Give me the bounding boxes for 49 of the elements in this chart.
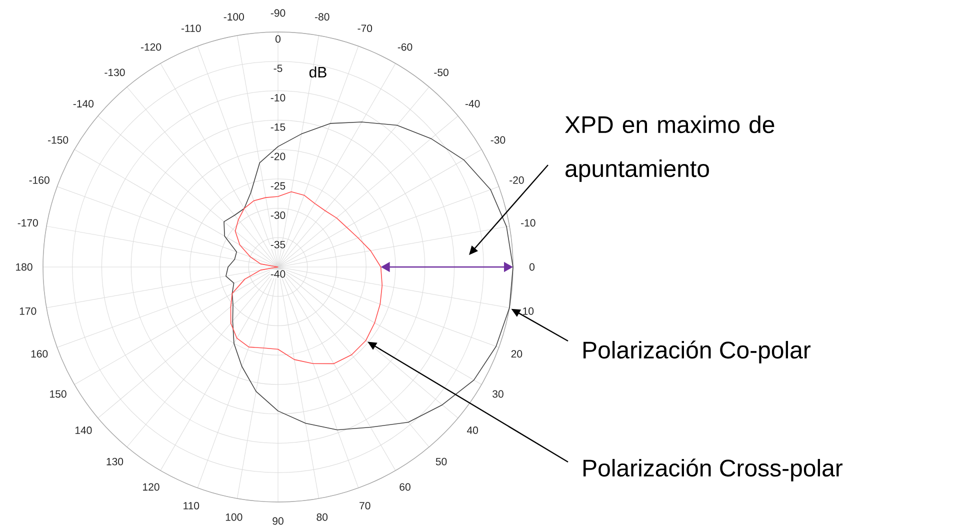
spoke-label: 170 <box>20 307 36 315</box>
spoke-label: -60 <box>398 43 412 51</box>
spoke-label: -40 <box>465 100 480 108</box>
spoke-label: -10 <box>521 219 536 227</box>
spoke-label: -160 <box>29 176 50 184</box>
text: Polarización Cross-polar <box>584 458 842 482</box>
spoke-label: 60 <box>400 483 410 491</box>
y-tick-label: -35 <box>270 240 286 248</box>
spoke-label: -170 <box>18 219 38 227</box>
spoke-label: 50 <box>436 458 447 466</box>
spoke-label: -50 <box>434 68 448 76</box>
y-tick-label: -15 <box>270 123 286 131</box>
y-tick-label: -5 <box>274 64 282 72</box>
y-tick-label: -20 <box>270 152 286 160</box>
spoke-label: 80 <box>316 513 328 521</box>
spoke-label: -130 <box>104 68 125 76</box>
spoke-label: 160 <box>31 350 48 358</box>
text: dB <box>309 66 326 78</box>
spoke-label: 180 <box>16 263 32 271</box>
y-tick-label: -30 <box>270 212 286 219</box>
spoke-label: 70 <box>360 502 370 510</box>
text: Polarización Co-polar <box>584 340 811 364</box>
spoke-label: 20 <box>511 350 522 358</box>
spoke-label: -80 <box>315 13 330 21</box>
spoke-label: -90 <box>270 9 286 17</box>
spoke-label: 90 <box>272 517 284 525</box>
y-tick-label: -25 <box>270 182 286 190</box>
spoke-label: -100 <box>224 13 244 21</box>
spoke-label: -150 <box>48 136 68 144</box>
y-tick-label: -40 <box>270 270 286 278</box>
y-tick-label: 0 <box>275 35 281 43</box>
spoke-label: 120 <box>143 483 160 491</box>
text: XPD en maximo de apuntamiento <box>565 116 774 182</box>
spoke-label: -20 <box>510 176 524 184</box>
spoke-label: 100 <box>226 513 242 521</box>
spoke-label: -140 <box>73 100 94 108</box>
spoke-label: -110 <box>181 24 201 32</box>
spoke-label: 40 <box>466 426 478 434</box>
spoke-label: -120 <box>140 43 162 51</box>
spoke-label: 30 <box>492 390 504 398</box>
spoke-label: 110 <box>184 502 200 510</box>
spoke-label: 10 <box>523 307 534 315</box>
spoke-label: -30 <box>490 136 506 144</box>
spoke-label: 140 <box>75 426 92 434</box>
y-tick-label: -10 <box>270 94 286 102</box>
spoke-label: 130 <box>106 458 124 466</box>
spoke-label: 150 <box>50 390 66 398</box>
spoke-label: 0 <box>529 263 535 271</box>
spoke-label: -70 <box>358 24 372 32</box>
